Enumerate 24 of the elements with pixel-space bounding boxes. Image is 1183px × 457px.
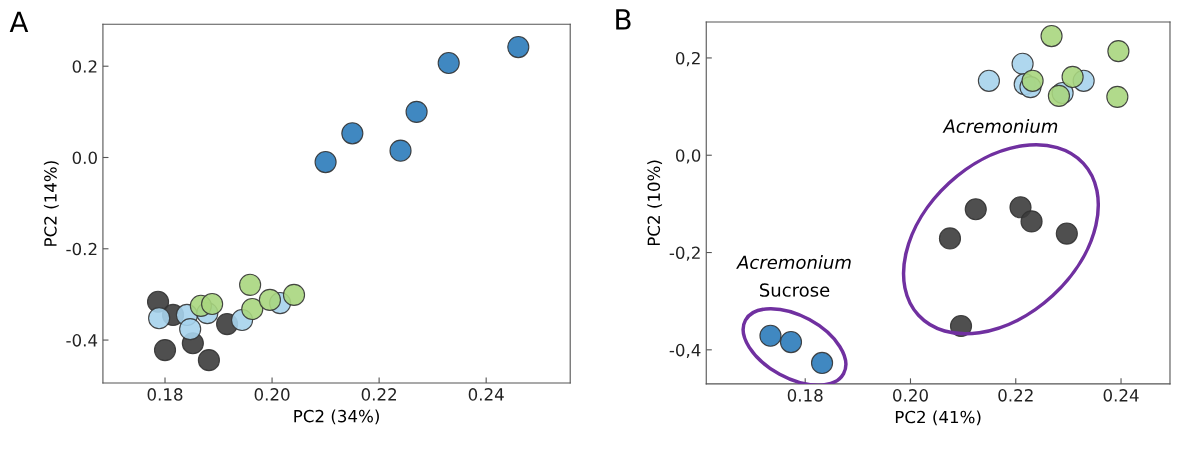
x-tick-label: 0.24 [1103, 389, 1139, 402]
y-tick-label: -0,4 [669, 343, 701, 359]
x-tick-label: 0.22 [361, 388, 396, 401]
y-axis-title: PC2 (10%) [647, 160, 663, 246]
x-tick-label: 0.20 [254, 388, 290, 401]
chart-title: B [616, 9, 631, 30]
y-tick-label: 0.0 [72, 151, 97, 165]
annotation: Acremonium [942, 119, 1058, 133]
y-tick-label: -0.4 [66, 334, 98, 347]
chart-title: A [9, 11, 29, 32]
y-tick-label: -0,2 [669, 246, 700, 261]
x-tick-label: 0.22 [998, 389, 1033, 402]
x-axis-title: PC2 (34%) [294, 409, 379, 425]
x-tick-label: 0.24 [468, 388, 504, 401]
x-tick-label: 0.18 [147, 388, 183, 401]
y-tick-label: -0.2 [66, 242, 97, 256]
x-axis-title: PC2 (41%) [895, 410, 981, 426]
y-tick-label: 0,0 [675, 149, 701, 164]
y-axis-title: PC2 (14%) [43, 161, 59, 246]
x-tick-label: 0.20 [893, 389, 928, 402]
y-tick-label: 0,2 [675, 51, 700, 67]
x-tick-label: 0.18 [787, 389, 823, 402]
annotation: Acremonium Sucrose [736, 255, 851, 297]
y-tick-label: 0.2 [72, 60, 97, 73]
